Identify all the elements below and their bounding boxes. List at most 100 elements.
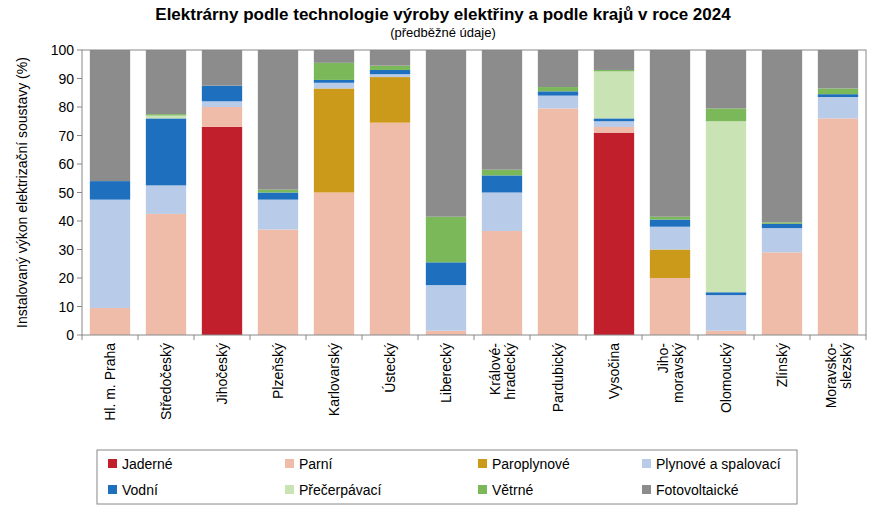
legend-swatch: [285, 485, 294, 494]
x-tick-label: Olomoucký: [718, 343, 734, 413]
legend-label: Přečerpávací: [299, 482, 382, 498]
x-tick: [250, 335, 251, 340]
x-tick-label-line: Olomoucký: [718, 343, 734, 413]
x-tick-label-line: Ústecký: [382, 343, 398, 393]
bar-segment: [90, 200, 130, 308]
x-tick-label: Zlínský: [774, 343, 790, 387]
bar-segment: [146, 116, 186, 119]
bar-segment: [314, 80, 354, 83]
bar-segment: [258, 50, 298, 190]
bar-segment: [426, 50, 466, 217]
x-tick-label-line: Hl. m. Praha: [102, 343, 118, 421]
bars: [90, 50, 858, 335]
bar-segment: [650, 250, 690, 279]
bar-segment: [482, 170, 522, 176]
y-tick: [77, 335, 82, 336]
y-tick: [77, 78, 82, 79]
y-tick-label: 90: [58, 71, 74, 87]
bar-segment: [258, 190, 298, 193]
bar-segment: [426, 331, 466, 335]
x-tick: [418, 335, 419, 340]
bar-segment: [762, 252, 802, 335]
bar-segment: [594, 121, 634, 127]
bar-segment: [258, 193, 298, 200]
x-tick: [698, 335, 699, 340]
bar-segment: [202, 101, 242, 107]
bar-segment: [202, 50, 242, 86]
bar-segment: [90, 181, 130, 200]
x-tick-label-line: Karlovarský: [326, 343, 342, 416]
bar-segment: [314, 88, 354, 192]
bar-segment: [482, 193, 522, 231]
bar-segment: [762, 223, 802, 224]
legend-label: Fotovoltaické: [656, 482, 739, 498]
bar-segment: [314, 193, 354, 336]
bar-segment: [370, 50, 410, 66]
x-tick-label: Jiho-moravský: [655, 343, 686, 403]
bar-segment: [762, 224, 802, 228]
bar-segment: [538, 91, 578, 95]
x-tick-label: Pardubický: [550, 343, 566, 412]
x-tick: [194, 335, 195, 340]
x-tick: [530, 335, 531, 340]
bar-segment: [202, 107, 242, 127]
bar-segment: [818, 50, 858, 88]
bar-segment: [818, 118, 858, 335]
legend-label: Větrné: [492, 482, 533, 498]
legend-swatch: [478, 459, 487, 468]
x-tick-label: Moravsko-slezský: [823, 343, 854, 409]
x-tick-label-line: Jihočeský: [214, 343, 230, 404]
x-tick-label-line: Jiho-: [655, 343, 671, 374]
x-tick: [138, 335, 139, 340]
x-tick: [754, 335, 755, 340]
bar-segment: [762, 222, 802, 223]
bar-segment: [650, 217, 690, 220]
bar-segment: [538, 50, 578, 87]
y-axis-label: Instalovaný výkon elektrizační soustavy …: [14, 57, 30, 328]
y-tick: [77, 306, 82, 307]
bar-segment: [370, 74, 410, 77]
x-tick: [306, 335, 307, 340]
bar-segment: [314, 63, 354, 80]
bar-segment: [762, 228, 802, 252]
y-tick-label: 100: [51, 42, 75, 58]
bar-segment: [706, 50, 746, 108]
y-tick-label: 30: [58, 242, 74, 258]
y-tick-label: 0: [66, 327, 74, 343]
bar-segment: [258, 200, 298, 230]
bar-segment: [314, 83, 354, 89]
bar-segment: [482, 175, 522, 192]
bar-segment: [762, 50, 802, 222]
x-tick-label: Jihočeský: [214, 343, 230, 404]
legend-swatch: [108, 485, 117, 494]
x-tick-label-line: Vysočina: [606, 343, 622, 400]
subtitle: (předběžné údaje): [390, 25, 496, 40]
y-tick: [77, 249, 82, 250]
bar-segment: [90, 308, 130, 335]
bar-segment: [594, 133, 634, 335]
bar-segment: [538, 96, 578, 109]
bar-segment: [258, 230, 298, 335]
x-tick: [474, 335, 475, 340]
legend-swatch: [108, 459, 117, 468]
bar-segment: [370, 70, 410, 74]
bar-segment: [90, 50, 130, 181]
title: Elektrárny podle technologie výroby elek…: [155, 5, 731, 24]
bar-segment: [706, 295, 746, 331]
bar-segment: [146, 114, 186, 115]
bar-segment: [650, 278, 690, 335]
x-tick-label-line: Středočeský: [158, 343, 174, 420]
x-tick-label: Hl. m. Praha: [102, 343, 118, 421]
bar-segment: [370, 77, 410, 123]
y-tick-label: 60: [58, 156, 74, 172]
bar-segment: [538, 108, 578, 335]
x-tick-label-line: Pardubický: [550, 343, 566, 412]
bar-segment: [426, 217, 466, 263]
x-tick-label: Ústecký: [382, 343, 398, 393]
x-tick-label-line: hradecký: [502, 343, 518, 400]
x-tick-label: Středočeský: [158, 343, 174, 420]
legend-label: Parní: [299, 456, 333, 472]
y-tick: [77, 135, 82, 136]
bar-segment: [706, 121, 746, 292]
y-tick-label: 40: [58, 213, 74, 229]
